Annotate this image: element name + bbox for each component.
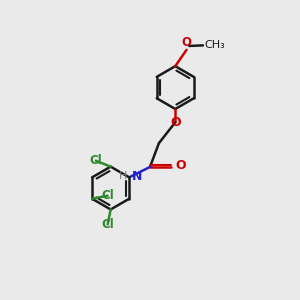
Text: CH₃: CH₃ bbox=[204, 40, 225, 50]
Text: Cl: Cl bbox=[101, 189, 114, 202]
Text: O: O bbox=[182, 36, 192, 49]
Text: O: O bbox=[175, 159, 186, 172]
Text: Cl: Cl bbox=[89, 154, 102, 167]
Text: N: N bbox=[132, 170, 142, 183]
Text: H: H bbox=[119, 172, 128, 182]
Text: O: O bbox=[170, 116, 181, 129]
Text: Cl: Cl bbox=[101, 218, 114, 231]
